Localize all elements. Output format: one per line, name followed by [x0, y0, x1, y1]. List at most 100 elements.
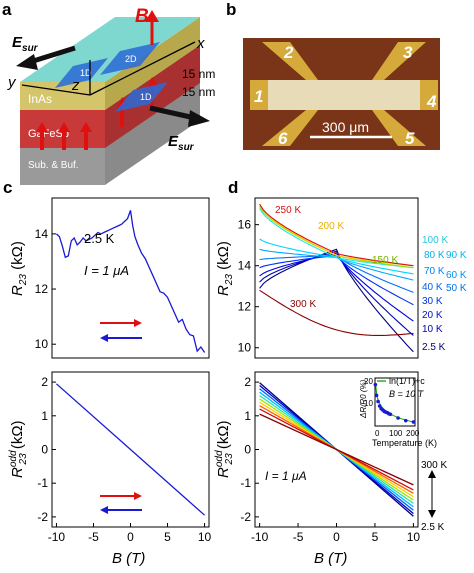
d-top-curve — [259, 208, 414, 269]
axis-y-line — [21, 84, 91, 96]
d-inset-point — [374, 393, 379, 398]
e-sur-label-right: Esur — [168, 133, 195, 153]
x-tick-label: 0 — [127, 530, 134, 544]
y-tick-label: -1 — [37, 476, 48, 490]
e-sur-arrowhead-right — [188, 110, 210, 127]
y-tick-label: -2 — [240, 510, 251, 524]
sweep-up-arrowhead — [134, 319, 142, 327]
d-label-40k: 40 K — [422, 282, 443, 293]
d-inset-point — [396, 416, 400, 420]
d-inset-point — [376, 399, 380, 404]
y-tick-label: -2 — [37, 510, 48, 524]
d-inset-point — [388, 412, 393, 417]
d-bottom-ylabel: Rodd23 (kΩ) — [214, 420, 235, 478]
d-inset-ytick-10: 10 — [364, 399, 373, 408]
channel-label-2d: 2D — [125, 54, 137, 64]
x-tick-label: 10 — [407, 530, 421, 544]
channel-label-1d-right: 1D — [140, 92, 152, 102]
c-top-curve — [55, 210, 206, 353]
d-label-300k: 300 K — [290, 299, 316, 310]
thickness-label-bottom: 15 nm — [182, 85, 215, 99]
channel-1d-left — [55, 58, 108, 88]
d-inset-legend-text: ln(1/T)+c — [389, 376, 425, 386]
contact-label-6: 6 — [278, 129, 288, 148]
d-inset-marks — [373, 382, 416, 424]
d-inset-point — [373, 382, 378, 387]
panel-label-d: d — [228, 178, 238, 197]
c-bottom-line — [55, 383, 206, 516]
d-label-60k: 60 K — [446, 270, 467, 281]
d-top-curve — [259, 203, 414, 267]
inas-layer-front — [20, 82, 105, 110]
y-tick-label: 10 — [238, 341, 252, 355]
panel-label-a: a — [2, 0, 12, 19]
channel-2d — [100, 42, 160, 75]
b-field-label: B — [135, 6, 149, 27]
y-tick-label: 2 — [244, 375, 251, 389]
contact-lead-3 — [372, 42, 426, 80]
d-inset-point — [377, 404, 382, 408]
y-tick-label: 16 — [238, 218, 252, 232]
spin-arrows — [36, 77, 158, 150]
y-tick-label: 2 — [41, 375, 48, 389]
d-label-100k: 100 K — [422, 235, 448, 246]
x-tick-label: -5 — [88, 530, 99, 544]
c-xlabel: B (T) — [112, 550, 145, 567]
d-current-label: I = 1 μA — [265, 469, 307, 483]
c-temperature-label: 2.5 K — [84, 231, 115, 246]
x-tick-label: -10 — [251, 530, 269, 544]
contact-pad-1 — [250, 80, 268, 110]
contact-label-4: 4 — [426, 92, 437, 111]
scale-bar-label: 300 μm — [322, 119, 369, 135]
contact-pad-4 — [420, 80, 438, 110]
d-range-arrowhead-down — [428, 510, 436, 518]
y-tick-label: 14 — [238, 259, 252, 273]
d-inset-ytick-20: 20 — [364, 377, 373, 386]
d-inset-frame — [374, 377, 416, 427]
x-tick-label: 0 — [333, 530, 340, 544]
d-range-bottom-label: 2.5 K — [421, 522, 445, 533]
d-top-curve — [259, 203, 414, 267]
d-range-top-label: 300 K — [421, 460, 447, 471]
e-sur-label-left: Esur — [12, 34, 39, 54]
hall-bar-channel — [268, 80, 420, 110]
contact-label-3: 3 — [403, 43, 413, 62]
y-tick-label: 1 — [244, 409, 251, 423]
d-bottom-line — [259, 413, 414, 486]
contact-label-5: 5 — [405, 129, 415, 148]
d-top-curve — [259, 250, 414, 336]
y-tick-label: 0 — [41, 443, 48, 457]
d-top-plot-frame — [254, 197, 419, 359]
d-inset-xlabel: Temperature (K) — [372, 438, 437, 448]
contact-label-1: 1 — [254, 87, 263, 106]
d-inset-xtick-0: 0 — [375, 429, 380, 438]
y-tick-label: 0 — [244, 443, 251, 457]
top-surface — [20, 17, 200, 82]
b-field-arrowhead — [145, 10, 159, 22]
d-label-10k: 10 K — [422, 324, 443, 335]
d-inset-xtick-100: 100 — [389, 429, 403, 438]
channel-1d-right — [115, 82, 168, 112]
d-label-250k: 250 K — [275, 205, 301, 216]
layer-label-inas: InAs — [28, 92, 52, 106]
panel-label-c: c — [3, 178, 12, 197]
x-tick-label: 5 — [164, 530, 171, 544]
e-sur-arrow-right — [149, 105, 196, 121]
contact-lead-6 — [262, 110, 318, 146]
d-label-2-5k: 2.5 K — [422, 342, 446, 353]
y-tick-label: 12 — [35, 282, 49, 296]
d-top-ylabel: R23 (kΩ) — [215, 241, 235, 296]
e-sur-arrowhead-left — [16, 54, 38, 70]
x-tick-label: -5 — [293, 530, 304, 544]
panel-b: b 2 3 1 4 6 5 300 μm — [226, 0, 440, 150]
d-inset-point — [411, 420, 416, 424]
d-right-temperature-labels: 100 K 80 K 70 K 40 K 30 K 20 K 10 K 2.5 … — [422, 235, 467, 353]
d-inset-point — [403, 418, 408, 423]
thickness-label-top: 15 nm — [182, 67, 215, 81]
layer-label-substrate: Sub. & Buf. — [28, 160, 79, 171]
contact-label-2: 2 — [283, 43, 294, 62]
